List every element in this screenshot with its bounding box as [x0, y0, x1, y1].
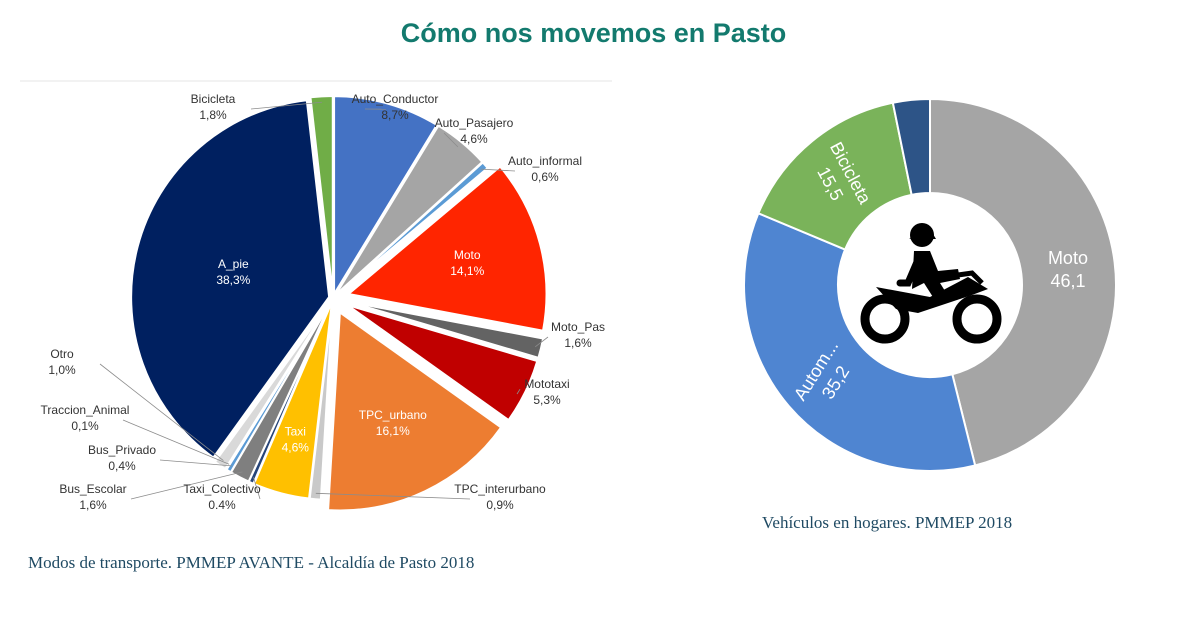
pie-value-traccion-animal: 0,1% — [71, 419, 99, 433]
pie-value-otro: 1,0% — [48, 363, 76, 377]
pie-label-moto: Moto — [454, 248, 481, 262]
pie-value-bus-privado: 0,4% — [108, 459, 136, 473]
pie-slice-auto-informal — [335, 161, 490, 297]
pie-value-auto-informal: 0,6% — [531, 170, 559, 184]
pie-leader-bicicleta — [250, 101, 322, 110]
pie-value-tpc-interurbano: 0,9% — [486, 498, 514, 512]
page-title: Cómo nos movemos en Pasto — [400, 18, 787, 48]
pie-label-bus-escolar: Bus_Escolar — [59, 482, 126, 496]
pie-label-auto-informal: Auto_informal — [508, 154, 582, 168]
pie-label-bus-privado: Bus_Privado — [88, 443, 156, 457]
pie-leader-otro — [99, 363, 224, 461]
pie-label-traccion-animal: Traccion_Animal — [41, 403, 130, 417]
pie-value-auto-pasajero: 4,6% — [460, 132, 488, 146]
pie-label-a-pie: A_pie — [218, 257, 249, 271]
pie-value-a-pie: 38,3% — [216, 273, 250, 287]
pie-slice-moto-pas — [348, 300, 545, 360]
pie-value-moto: 14,1% — [450, 264, 484, 278]
pie-leader-auto-informal — [480, 168, 516, 172]
transport-modes-pie — [130, 95, 548, 512]
pie-label-tpc-urbano: TPC_urbano — [359, 408, 427, 422]
donut-caption: Vehículos en hogares. PMMEP 2018 — [762, 513, 1013, 532]
pie-value-moto-pas: 1,6% — [564, 336, 592, 350]
pie-leader-mototaxi — [516, 388, 521, 395]
pie-leader-bus-privado — [159, 459, 232, 467]
pie-slice-mototaxi — [346, 304, 539, 422]
pie-leader-auto-pasajero — [443, 132, 459, 148]
pie-label-taxi: Taxi — [285, 425, 306, 439]
pie-leader-lines — [99, 101, 549, 500]
pie-labels: Auto_Conductor 8,7% Auto_Pasajero 4,6% Auto_… — [41, 92, 605, 512]
pie-slice-bicicleta — [309, 95, 334, 295]
donut-label-group-moto: Moto 46,1 — [1048, 248, 1088, 291]
pie-leader-traccion-animal — [122, 419, 230, 465]
household-vehicles-donut — [743, 97, 1118, 472]
pie-value-bicicleta: 1,8% — [199, 108, 227, 122]
pie-value-auto-conductor: 8,7% — [381, 108, 409, 122]
pie-label-auto-conductor: Auto_Conductor — [352, 92, 439, 106]
pie-caption: Modos de transporte. PMMEP AVANTE - Alca… — [28, 553, 475, 572]
pie-slice-otro — [213, 300, 332, 471]
pie-leader-tpc-interurbano — [315, 492, 471, 500]
pie-value-taxi: 4,6% — [282, 441, 310, 455]
pie-value-bus-escolar: 1,6% — [79, 498, 107, 512]
pie-value-mototaxi: 5,3% — [533, 393, 561, 407]
pie-slice-moto — [346, 165, 548, 332]
pie-label-mototaxi: Mototaxi — [524, 377, 569, 391]
pie-label-moto-pas: Moto_Pas — [551, 320, 605, 334]
pie-label-bicicleta: Bicicleta — [191, 92, 236, 106]
pie-value-taxi-colectivo: 0.4% — [208, 498, 236, 512]
pie-slice-auto-conductor — [333, 95, 439, 298]
pie-leader-moto-pas — [535, 336, 549, 348]
donut-value-moto: 46,1 — [1050, 271, 1085, 291]
donut-label-moto: Moto — [1048, 248, 1088, 268]
motorcycle-rider-icon — [838, 193, 1022, 377]
pie-label-otro: Otro — [50, 347, 74, 361]
pie-label-taxi-colectivo: Taxi_Colectivo — [183, 482, 261, 496]
pie-leader-bus-escolar — [130, 471, 243, 500]
pie-label-auto-pasajero: Auto_Pasajero — [435, 116, 514, 130]
motorcycle-icon-shape — [860, 223, 1002, 344]
pie-value-tpc-urbano: 16,1% — [376, 424, 410, 438]
pie-slice-tpc-urbano — [327, 310, 503, 512]
pie-slice-a-pie — [130, 99, 331, 460]
pie-label-tpc-interurbano: TPC_interurbano — [454, 482, 546, 496]
pie-leader-taxi-colectivo — [253, 477, 261, 500]
